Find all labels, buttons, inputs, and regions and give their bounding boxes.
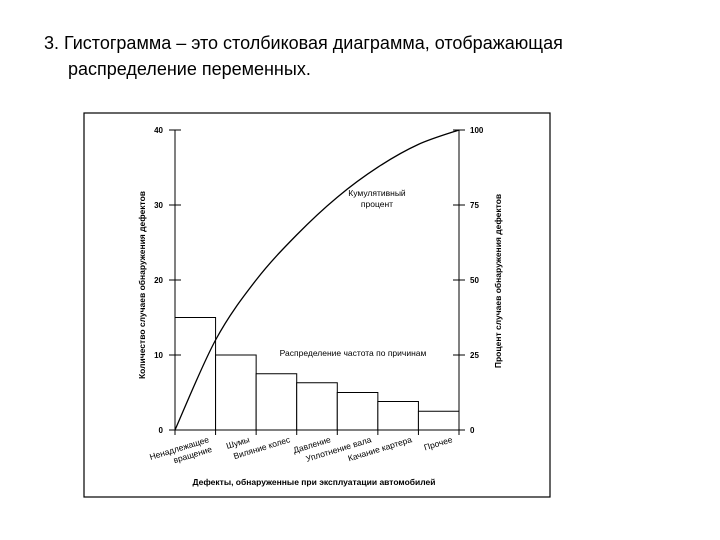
category-label-group: Прочее	[423, 434, 454, 452]
bar-7	[417, 410, 460, 431]
y2-tick-label: 25	[470, 351, 479, 360]
y2-tick-label: 75	[470, 201, 479, 210]
bar-1	[174, 317, 217, 431]
y-tick-label: 0	[159, 426, 164, 435]
x-axis-title: Дефекты, обнаруженные при эксплуатации а…	[192, 477, 435, 487]
y-tick-label: 20	[154, 276, 163, 285]
bars-annotation: Распределение частота по причинам	[280, 348, 427, 358]
slide-text-line1: 3. Гистограмма – это столбиковая диаграм…	[44, 33, 563, 53]
y2-tick-label: 100	[470, 126, 484, 135]
category-label: Прочее	[423, 434, 454, 452]
slide-text-line2: распределение переменных.	[68, 59, 311, 79]
bars-layer	[174, 317, 460, 431]
cumulative-curve	[174, 129, 460, 431]
cumulative-label-line1: Кумулятивный	[348, 188, 406, 198]
cumulative-label-line2: процент	[361, 199, 393, 209]
bar-4	[296, 382, 338, 431]
y-tick-label: 10	[154, 351, 163, 360]
ticks-layer: 0 10 20 30 40 0 25 50 75 100	[154, 126, 484, 435]
y-tick-label: 40	[154, 126, 163, 135]
slide-text: 3. Гистограмма – это столбиковая диаграм…	[44, 30, 684, 82]
y-tick-label: 30	[154, 201, 163, 210]
bar-5	[336, 392, 379, 431]
y-axis-title: Количество случаев обнаружения дефектов	[137, 191, 147, 379]
y2-tick-label: 50	[470, 276, 479, 285]
y2-tick-label: 0	[470, 426, 475, 435]
y2-axis-title: Процент случаев обнаружения дефектов	[493, 194, 503, 368]
bar-2	[215, 354, 257, 431]
bar-6	[377, 401, 419, 431]
bar-3	[255, 373, 298, 431]
chart-frame	[83, 112, 551, 498]
